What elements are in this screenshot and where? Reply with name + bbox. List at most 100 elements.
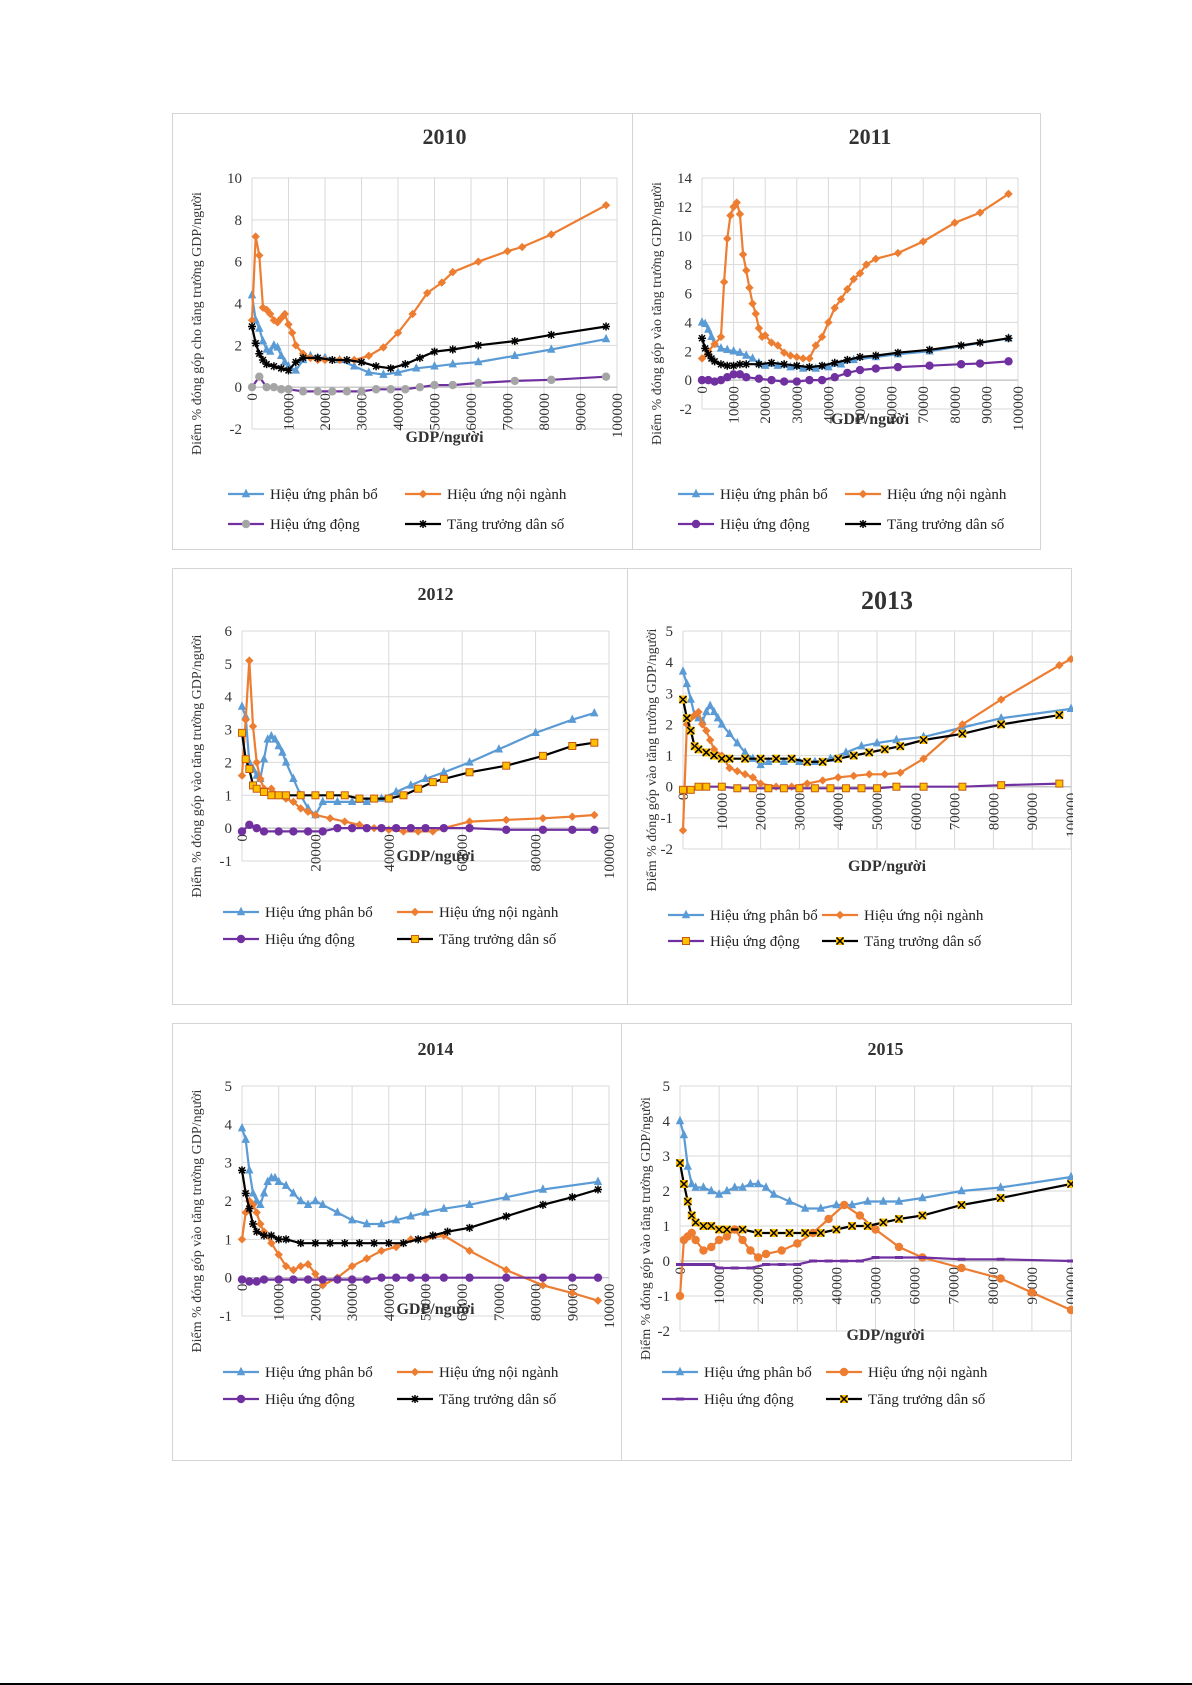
x-tick-label: 100000: [602, 1284, 618, 1329]
data-point: [785, 1228, 794, 1238]
data-point: [1066, 1305, 1073, 1315]
data-point: [742, 350, 751, 359]
data-point: [602, 322, 611, 331]
x-tick-label: 10000: [712, 1267, 728, 1305]
data-point: [871, 1225, 880, 1234]
data-point: [502, 825, 511, 834]
data-point: [296, 1195, 305, 1205]
data-point: [430, 380, 439, 390]
data-point: [1004, 334, 1013, 343]
data-point: [448, 267, 457, 277]
data-point: [262, 360, 271, 369]
data-point: [786, 361, 795, 371]
data-point: [686, 785, 695, 794]
data-point: [311, 810, 320, 820]
data-point: [697, 354, 707, 363]
data-point: [287, 328, 297, 337]
data-point: [428, 1231, 437, 1240]
chart-panel-2010: 2010 -2 0 2 4 6 8 10 0 10000 20000 30000 40000 50000 6…: [172, 113, 633, 550]
data-point: [502, 761, 511, 770]
data-point: [593, 1296, 603, 1305]
chart-title: 2011: [849, 124, 892, 149]
data-point: [722, 1225, 731, 1234]
data-point: [832, 1199, 841, 1209]
data-point: [841, 747, 851, 756]
legend-label: Hiệu ứng động: [710, 934, 800, 950]
data-point: [679, 785, 687, 794]
data-point: [296, 791, 305, 800]
data-point: [865, 748, 874, 757]
data-point: [538, 1273, 548, 1282]
x-tick-label: 30000: [790, 1267, 806, 1305]
data-point: [785, 1196, 794, 1205]
data-point: [252, 1277, 261, 1286]
x-axis-title: GDP/người: [396, 848, 475, 865]
data-point: [691, 1263, 700, 1266]
data-point: [830, 373, 839, 382]
data-point: [313, 353, 322, 362]
data-point: [687, 1211, 696, 1220]
y-tick-label: 8: [235, 213, 243, 229]
x-tick-label: 50000: [853, 386, 869, 424]
data-point: [340, 1239, 349, 1248]
data-point: [767, 338, 776, 347]
data-point: [448, 358, 457, 368]
data-point: [1066, 1179, 1073, 1189]
data-point: [805, 363, 814, 372]
data-point: [738, 1182, 747, 1191]
data-point: [976, 338, 985, 347]
data-point: [697, 375, 707, 385]
legend-item: Tăng trưởng dân số: [397, 932, 557, 948]
series-2: [675, 1200, 1073, 1315]
data-point: [725, 754, 734, 763]
legend-item: Hiệu ứng động: [223, 1392, 355, 1408]
data-point: [370, 794, 379, 803]
data-point: [687, 1178, 696, 1188]
y-axis-title: Điểm % đóng góp vào tăng trưởng GDP/ngườ…: [650, 182, 665, 445]
data-point: [729, 346, 738, 355]
data-point: [379, 343, 388, 352]
data-point: [798, 363, 808, 372]
data-point: [289, 827, 298, 836]
data-point: [805, 375, 814, 385]
x-tick-label: 90000: [1025, 1267, 1041, 1305]
data-point: [896, 742, 905, 751]
data-point: [1004, 189, 1013, 199]
series-4: [248, 322, 611, 375]
data-point: [694, 782, 703, 791]
data-point: [704, 375, 713, 385]
x-tick-label: 20000: [318, 393, 334, 431]
data-point: [707, 1263, 716, 1266]
data-point: [738, 1235, 747, 1245]
data-point: [377, 1273, 386, 1282]
x-tick-label: 60000: [464, 393, 480, 431]
legend-item: Hiệu ứng động: [223, 932, 355, 948]
data-point: [414, 784, 423, 793]
legend-label: Hiệu ứng nội ngành: [864, 908, 984, 924]
series-4: [238, 728, 599, 803]
data-point: [284, 385, 293, 394]
data-point: [325, 814, 335, 823]
data-point: [406, 1273, 416, 1282]
data-point: [274, 1176, 283, 1186]
data-point: [303, 1275, 313, 1284]
data-point: [245, 1277, 254, 1286]
data-point: [1067, 1259, 1073, 1263]
data-point: [817, 375, 827, 385]
data-point: [259, 1188, 269, 1197]
data-point: [715, 1225, 724, 1234]
y-tick-label: -1: [661, 811, 674, 827]
data-point: [270, 734, 280, 743]
data-point: [975, 359, 985, 368]
legend-marker: [236, 934, 246, 944]
data-point: [318, 1275, 327, 1284]
data-point: [702, 782, 711, 791]
y-tick-label: 2: [663, 1184, 671, 1200]
data-point: [384, 1239, 393, 1248]
data-point: [816, 1203, 825, 1212]
data-point: [740, 747, 750, 756]
data-point: [742, 373, 751, 382]
data-point: [729, 370, 738, 379]
data-point: [590, 738, 599, 747]
